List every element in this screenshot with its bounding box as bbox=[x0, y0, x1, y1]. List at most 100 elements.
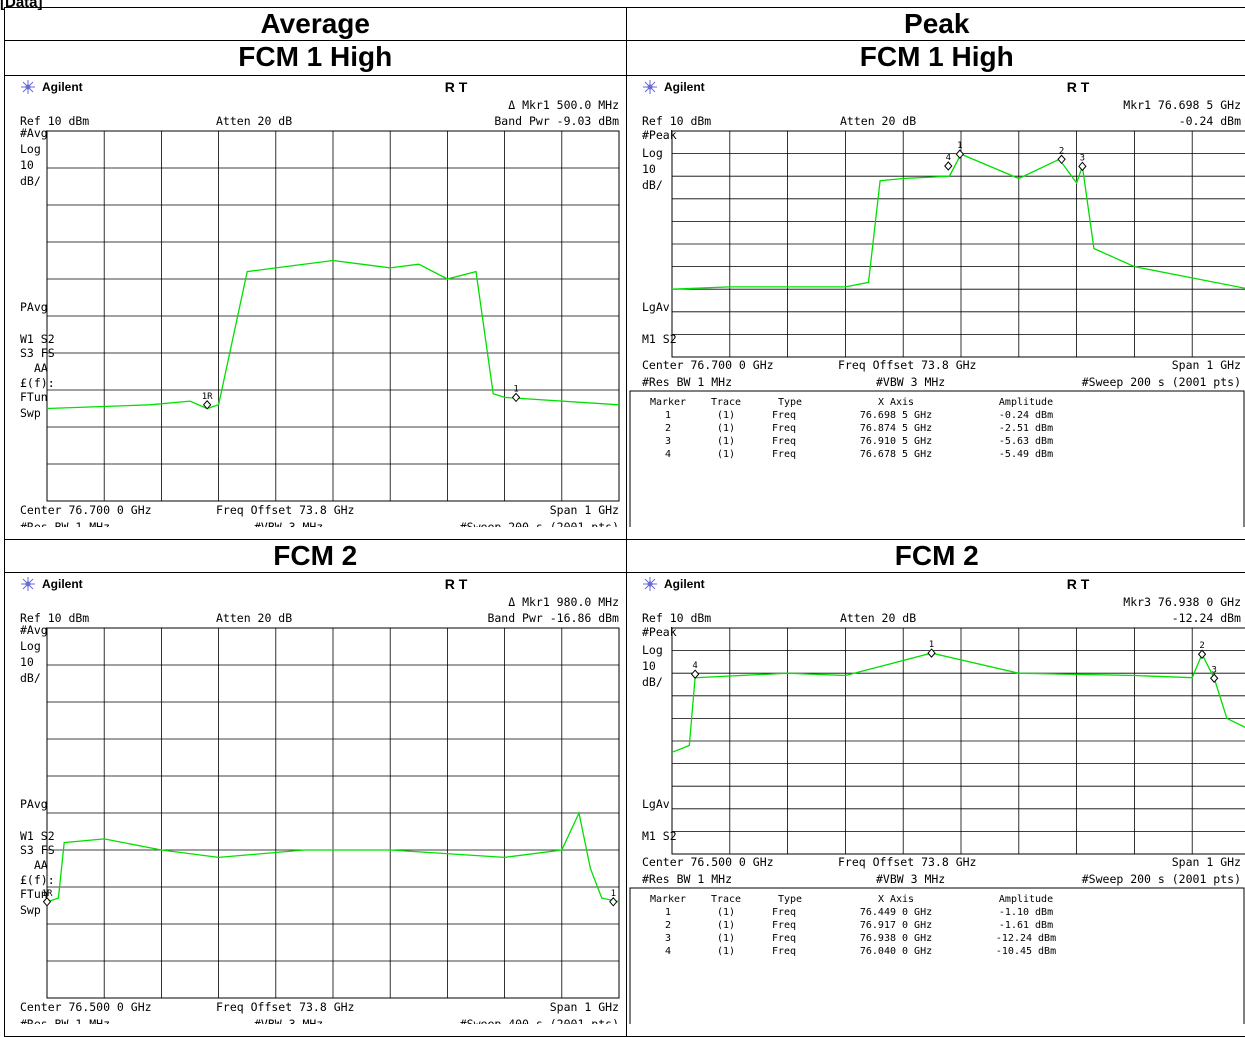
rt-label: R T bbox=[445, 79, 468, 95]
side-label: #Peak bbox=[642, 625, 677, 639]
side-label: 10 bbox=[20, 655, 34, 669]
side-label: #Avg bbox=[20, 126, 48, 140]
atten-label: Atten 20 dB bbox=[216, 114, 292, 128]
table-header: X Axis bbox=[877, 397, 913, 408]
sweep-label: #Sweep 200 s (2001 pts) bbox=[460, 520, 619, 527]
table-cell: 76.917 0 GHz bbox=[859, 920, 931, 931]
atten-label: Atten 20 dB bbox=[216, 611, 292, 625]
side-label: W1 S2 bbox=[20, 332, 55, 346]
table-cell: 76.449 0 GHz bbox=[859, 907, 931, 918]
agilent-logo-icon bbox=[643, 80, 657, 94]
table-cell: 2 bbox=[664, 920, 670, 931]
table-cell: 76.938 0 GHz bbox=[859, 933, 931, 944]
table-header: Amplitude bbox=[998, 397, 1052, 408]
table-cell: (1) bbox=[716, 946, 734, 957]
table-cell: (1) bbox=[716, 933, 734, 944]
col-header-label: Peak bbox=[627, 8, 1245, 40]
marker-label: 4 bbox=[692, 661, 697, 671]
brand-label: Agilent bbox=[42, 80, 83, 94]
table-cell: 76.040 0 GHz bbox=[859, 946, 931, 957]
side-label: Log bbox=[20, 142, 41, 156]
agilent-logo-icon bbox=[643, 577, 657, 591]
side-label: AA bbox=[34, 361, 48, 375]
table-header: Marker bbox=[649, 397, 685, 408]
marker-readout: Δ Mkr1 980.0 MHz bbox=[508, 595, 619, 609]
side-label: W1 S2 bbox=[20, 829, 55, 843]
center-freq-label: Center 76.700 0 GHz bbox=[20, 503, 152, 517]
side-label: Swp bbox=[20, 406, 41, 420]
table-cell: -5.63 dBm bbox=[998, 436, 1052, 447]
table-cell: Freq bbox=[771, 933, 795, 944]
marker-label: 2 bbox=[1058, 146, 1063, 156]
marker-label: 3 bbox=[1079, 153, 1084, 163]
marker-label: 3 bbox=[1211, 665, 1216, 675]
table-cell: Freq bbox=[771, 920, 795, 931]
rbw-label: #Res BW 1 MHz bbox=[20, 520, 110, 527]
marker-diamond bbox=[1210, 674, 1217, 682]
freq-offset-label: Freq Offset 73.8 GHz bbox=[838, 855, 976, 869]
marker-label: 1 bbox=[513, 384, 518, 394]
side-label: dB/ bbox=[20, 174, 41, 188]
brand-label: Agilent bbox=[664, 80, 705, 94]
marker-label: 1 bbox=[928, 640, 933, 650]
center-freq-label: Center 76.500 0 GHz bbox=[642, 855, 774, 869]
graticule bbox=[672, 628, 1245, 854]
table-cell: 4 bbox=[664, 946, 670, 957]
side-label: PAvg bbox=[20, 300, 48, 314]
table-cell: -1.10 dBm bbox=[998, 907, 1052, 918]
vbw-label: #VBW 3 MHz bbox=[876, 375, 945, 389]
span-label: Span 1 GHz bbox=[1171, 358, 1240, 372]
marker-label: 4 bbox=[945, 153, 950, 163]
table-cell: 2 bbox=[664, 423, 670, 434]
table-cell: Freq bbox=[771, 946, 795, 957]
side-label: Log bbox=[20, 639, 41, 653]
table-cell: -5.49 dBm bbox=[998, 449, 1052, 460]
table-header: Marker bbox=[649, 894, 685, 905]
span-label: Span 1 GHz bbox=[550, 1000, 619, 1014]
table-cell: 1 bbox=[664, 907, 670, 918]
row-header-fcm2-peak: FCM 2 bbox=[626, 540, 1245, 573]
rt-label: R T bbox=[1066, 576, 1089, 592]
marker-diamond bbox=[944, 162, 951, 170]
freq-offset-label: Freq Offset 73.8 GHz bbox=[838, 358, 976, 372]
side-label: #Peak bbox=[642, 128, 677, 142]
table-cell: -1.61 dBm bbox=[998, 920, 1052, 931]
row-header-fcm1-peak: FCM 1 High bbox=[626, 41, 1245, 76]
graticule bbox=[672, 131, 1245, 357]
row-header-label: FCM 2 bbox=[627, 540, 1245, 572]
rbw-label: #Res BW 1 MHz bbox=[642, 872, 732, 886]
table-cell: -2.51 dBm bbox=[998, 423, 1052, 434]
table-cell: 76.698 5 GHz bbox=[859, 410, 931, 421]
brand-label: Agilent bbox=[664, 577, 705, 591]
table-cell: 76.678 5 GHz bbox=[859, 449, 931, 460]
table-header: Type bbox=[777, 397, 801, 408]
agilent-logo-icon bbox=[21, 80, 35, 94]
vbw-label: #VBW 3 MHz bbox=[254, 1017, 323, 1024]
table-cell: 76.874 5 GHz bbox=[859, 423, 931, 434]
table-cell: Freq bbox=[771, 410, 795, 421]
table-cell: (1) bbox=[716, 436, 734, 447]
table-cell: Freq bbox=[771, 436, 795, 447]
vbw-label: #VBW 3 MHz bbox=[254, 520, 323, 527]
table-header: Trace bbox=[710, 397, 740, 408]
span-label: Span 1 GHz bbox=[550, 503, 619, 517]
side-label: dB/ bbox=[642, 675, 663, 689]
atten-label: Atten 20 dB bbox=[840, 114, 916, 128]
rbw-label: #Res BW 1 MHz bbox=[20, 1017, 110, 1024]
trace-line bbox=[672, 653, 1245, 752]
freq-offset-label: Freq Offset 73.8 GHz bbox=[216, 1000, 354, 1014]
table-cell: (1) bbox=[716, 410, 734, 421]
marker-label: 1 bbox=[957, 141, 962, 151]
freq-offset-label: Freq Offset 73.8 GHz bbox=[216, 503, 354, 517]
span-label: Span 1 GHz bbox=[1171, 855, 1240, 869]
agilent-logo-icon bbox=[21, 577, 35, 591]
rbw-label: #Res BW 1 MHz bbox=[642, 375, 732, 389]
table-cell: 4 bbox=[664, 449, 670, 460]
marker-diamond bbox=[610, 898, 617, 906]
